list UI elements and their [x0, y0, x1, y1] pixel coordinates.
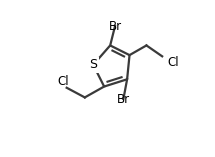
- Text: Cl: Cl: [57, 75, 69, 88]
- Text: Br: Br: [117, 93, 130, 106]
- Text: Br: Br: [108, 20, 122, 33]
- Text: S: S: [89, 58, 97, 71]
- Text: Cl: Cl: [167, 56, 179, 69]
